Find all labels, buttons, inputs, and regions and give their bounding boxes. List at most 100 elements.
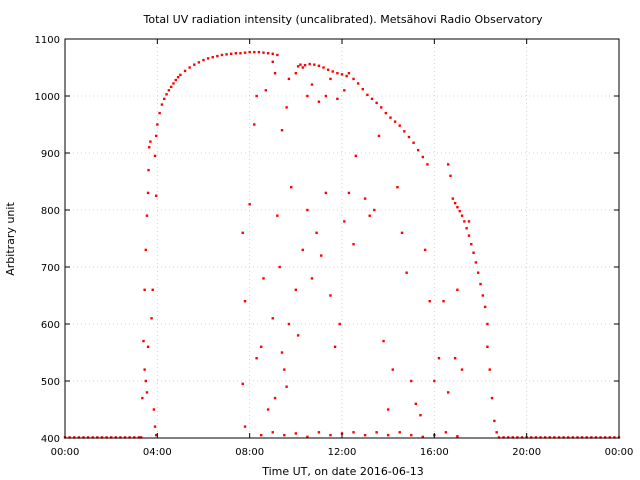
- data-point: [412, 141, 415, 144]
- data-point: [333, 345, 337, 348]
- data-point: [423, 248, 427, 252]
- y-axis-label: Arbitrary unit: [4, 202, 17, 276]
- data-point: [375, 101, 378, 105]
- grid-lines: [65, 39, 619, 438]
- data-point: [352, 243, 355, 246]
- data-point: [100, 436, 104, 439]
- data-point: [340, 73, 344, 76]
- data-point: [456, 288, 459, 291]
- data-point: [516, 436, 519, 439]
- data-point: [451, 197, 454, 200]
- data-point: [109, 436, 113, 439]
- data-point: [158, 111, 161, 115]
- data-point: [310, 83, 314, 86]
- data-point: [426, 163, 429, 166]
- data-point: [301, 66, 304, 69]
- data-point: [428, 300, 431, 303]
- data-point: [285, 385, 288, 388]
- x-tick-label: 08:00: [235, 447, 264, 458]
- data-point: [368, 214, 371, 217]
- data-point: [280, 129, 284, 132]
- data-point: [476, 271, 480, 274]
- x-tick-label: 04:00: [143, 447, 172, 458]
- data-point: [488, 368, 491, 371]
- data-point: [271, 431, 274, 434]
- x-tick-label: 20:00: [512, 447, 541, 458]
- data-point: [255, 94, 258, 98]
- data-point: [391, 368, 394, 371]
- y-tick-label: 1000: [35, 92, 60, 103]
- y-tick-label: 900: [41, 149, 60, 160]
- data-point: [320, 254, 323, 257]
- data-point: [553, 436, 556, 439]
- data-points: [63, 50, 621, 439]
- data-point: [255, 357, 258, 360]
- data-point: [419, 414, 422, 417]
- data-point: [271, 52, 274, 56]
- data-point: [347, 191, 351, 195]
- data-point: [580, 436, 584, 439]
- data-point: [301, 248, 304, 252]
- data-point: [225, 53, 228, 56]
- data-point: [356, 82, 360, 85]
- data-point: [336, 97, 339, 101]
- data-point: [154, 134, 158, 138]
- data-point: [380, 106, 383, 109]
- data-point: [285, 106, 288, 109]
- data-point: [599, 436, 602, 439]
- data-point: [548, 436, 551, 439]
- data-point: [154, 194, 158, 197]
- data-point: [105, 436, 108, 439]
- data-point: [262, 51, 265, 54]
- data-point: [278, 265, 281, 269]
- data-point: [398, 431, 401, 434]
- data-point: [234, 52, 238, 55]
- data-point: [495, 431, 498, 434]
- data-point: [172, 82, 175, 85]
- data-point: [490, 396, 494, 400]
- data-point: [149, 140, 152, 143]
- data-point: [345, 74, 348, 78]
- data-point: [91, 436, 94, 439]
- data-point: [257, 50, 261, 54]
- data-point: [322, 66, 325, 69]
- data-point: [363, 197, 367, 200]
- data-point: [260, 433, 263, 437]
- data-point: [128, 436, 131, 439]
- data-point: [243, 425, 247, 428]
- data-point: [463, 220, 466, 223]
- data-point: [329, 433, 332, 437]
- data-point: [262, 277, 265, 280]
- data-point: [211, 56, 214, 59]
- data-point: [486, 345, 489, 348]
- data-point: [603, 436, 607, 439]
- data-point: [176, 75, 180, 79]
- data-point: [77, 436, 81, 439]
- data-point: [146, 345, 150, 348]
- data-point: [608, 436, 611, 439]
- data-point: [483, 305, 487, 309]
- data-point: [144, 379, 147, 383]
- data-point: [197, 61, 201, 64]
- data-point: [183, 69, 187, 73]
- data-point: [507, 436, 510, 439]
- data-point: [613, 436, 616, 439]
- data-point: [343, 220, 346, 223]
- data-point: [460, 368, 464, 371]
- data-point: [470, 243, 473, 246]
- data-point: [248, 203, 251, 206]
- axis-ticks: 00:00 04:00 08:00 12:00 16:00 20:00 00:00 400 50…: [35, 35, 634, 458]
- x-tick-label: 00:00: [51, 447, 80, 458]
- y-tick-label: 700: [41, 263, 60, 274]
- data-point: [96, 436, 99, 439]
- data-point: [148, 146, 151, 149]
- data-point: [294, 432, 298, 435]
- data-point: [352, 431, 355, 434]
- data-point: [377, 134, 381, 138]
- data-point: [306, 208, 309, 212]
- data-point: [174, 78, 177, 82]
- data-point: [400, 231, 404, 234]
- data-point: [283, 368, 286, 371]
- y-tick-label: 400: [41, 434, 60, 445]
